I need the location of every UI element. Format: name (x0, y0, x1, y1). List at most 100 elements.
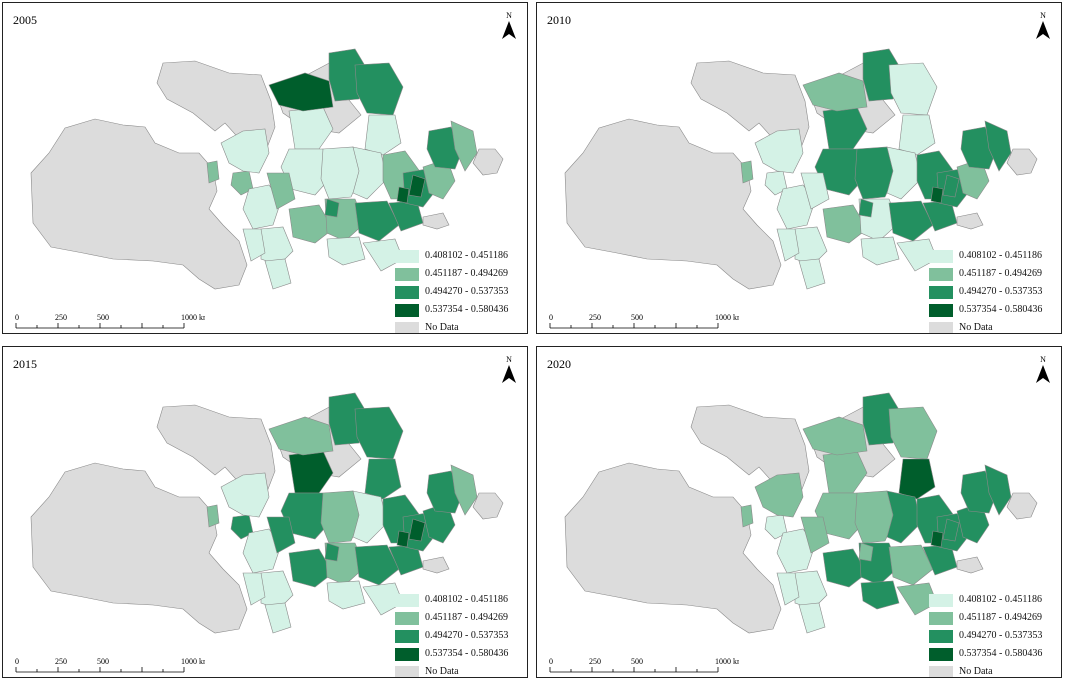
map-region (408, 518, 426, 542)
legend-swatch (929, 250, 953, 263)
scale-tick-label: 0 (15, 657, 19, 666)
legend-item: 0.537354 - 0.580436 (929, 647, 1059, 665)
north-label: N (1040, 11, 1046, 20)
map-region (888, 200, 934, 242)
no-data-region (422, 212, 450, 230)
legend-swatch (929, 286, 953, 299)
no-data-region (422, 556, 450, 574)
map-region (798, 602, 826, 634)
legend-swatch (395, 322, 419, 333)
region-group (206, 48, 478, 290)
map-panel-2020: 2020 N 0.408102 - 0.451186 0.451187 - 0.… (536, 346, 1062, 678)
legend: 0.408102 - 0.451186 0.451187 - 0.494269 … (929, 593, 1059, 677)
scale-tick-label: 0 (15, 313, 19, 322)
map-region (754, 128, 804, 174)
legend-swatch (929, 612, 953, 625)
legend-item: 0.451187 - 0.494269 (395, 267, 525, 285)
legend-label: 0.537354 - 0.580436 (959, 648, 1043, 659)
legend-item: 0.537354 - 0.580436 (929, 303, 1059, 321)
map-region (242, 184, 282, 230)
no-data-region (1006, 148, 1038, 176)
legend-label: 0.451187 - 0.494269 (959, 268, 1042, 279)
legend-swatch (929, 666, 953, 677)
no-data-region (564, 462, 782, 634)
legend-item: 0.408102 - 0.451186 (395, 593, 525, 611)
map-region (740, 504, 754, 528)
legend-label: 0.408102 - 0.451186 (425, 250, 508, 261)
year-label: 2010 (547, 13, 571, 27)
map-region (942, 518, 960, 542)
map-region (898, 114, 936, 156)
choropleth-map (564, 392, 1038, 634)
legend-label: No Data (425, 322, 459, 333)
map-region (984, 464, 1012, 516)
map-region (740, 160, 754, 184)
no-data-region (564, 118, 782, 290)
map-region (288, 204, 334, 244)
legend-item: 0.537354 - 0.580436 (395, 647, 525, 665)
legend-swatch (395, 612, 419, 625)
legend: 0.408102 - 0.451186 0.451187 - 0.494269 … (929, 249, 1059, 333)
legend-label: 0.494270 - 0.537353 (425, 630, 509, 641)
no-data-region (30, 118, 248, 290)
legend-label: 0.537354 - 0.580436 (425, 648, 509, 659)
region-no-data (564, 404, 1038, 634)
map-region (206, 504, 220, 528)
choropleth-map (564, 48, 1038, 290)
no-data-region (472, 492, 504, 520)
map-region (396, 530, 410, 548)
map-region (794, 570, 828, 610)
map-region (266, 172, 296, 210)
year-label: 2015 (13, 357, 37, 371)
scale-tick-label: 500 (97, 657, 109, 666)
map-region (794, 226, 828, 266)
map-region (260, 226, 294, 266)
north-arrow: N (1035, 11, 1051, 44)
map-region (886, 490, 922, 544)
north-arrow: N (501, 11, 517, 44)
legend-label: 0.537354 - 0.580436 (425, 304, 509, 315)
map-region (802, 416, 868, 456)
legend-swatch (395, 594, 419, 607)
legend-item: 0.408102 - 0.451186 (929, 593, 1059, 611)
map-region (242, 572, 266, 606)
legend-swatch (395, 648, 419, 661)
legend-item: 0.537354 - 0.580436 (395, 303, 525, 321)
legend-swatch (929, 648, 953, 661)
legend-swatch (395, 268, 419, 281)
legend-swatch (395, 304, 419, 317)
north-label: N (506, 11, 512, 20)
map-panel-2010: 2010 N 0.408102 - 0.451186 0.451187 - 0.… (536, 2, 1062, 334)
map-region (354, 406, 404, 460)
scale-bar: 0 250 500 1000 km (15, 657, 205, 673)
map-region (352, 146, 388, 200)
north-arrow-icon (502, 21, 516, 39)
scale-bar: 0 250 500 1000 km (549, 657, 739, 673)
map-region (450, 120, 478, 172)
scale-tick-label: 250 (55, 313, 67, 322)
map-region (242, 528, 282, 574)
legend-swatch (395, 666, 419, 677)
map-region (364, 458, 402, 500)
map-region (776, 184, 816, 230)
map-region (206, 160, 220, 184)
map-region (776, 572, 800, 606)
north-arrow-icon (1036, 365, 1050, 383)
region-group (740, 392, 1012, 634)
legend-item: No Data (395, 321, 525, 333)
scale-tick-label: 0 (549, 657, 553, 666)
scale-tick-label: 1000 km (715, 313, 739, 322)
map-region (888, 544, 934, 586)
map-region (354, 200, 400, 242)
legend-label: 0.494270 - 0.537353 (959, 630, 1043, 641)
north-label: N (1040, 355, 1046, 364)
legend-item: 0.494270 - 0.537353 (395, 285, 525, 303)
scale-tick-label: 500 (631, 657, 643, 666)
year-label: 2020 (547, 357, 571, 371)
map-region (800, 172, 830, 210)
legend-item: 0.494270 - 0.537353 (395, 629, 525, 647)
legend-label: 0.408102 - 0.451186 (425, 594, 508, 605)
scale-tick-label: 250 (589, 313, 601, 322)
legend-label: No Data (425, 666, 459, 677)
legend-label: 0.408102 - 0.451186 (959, 594, 1042, 605)
